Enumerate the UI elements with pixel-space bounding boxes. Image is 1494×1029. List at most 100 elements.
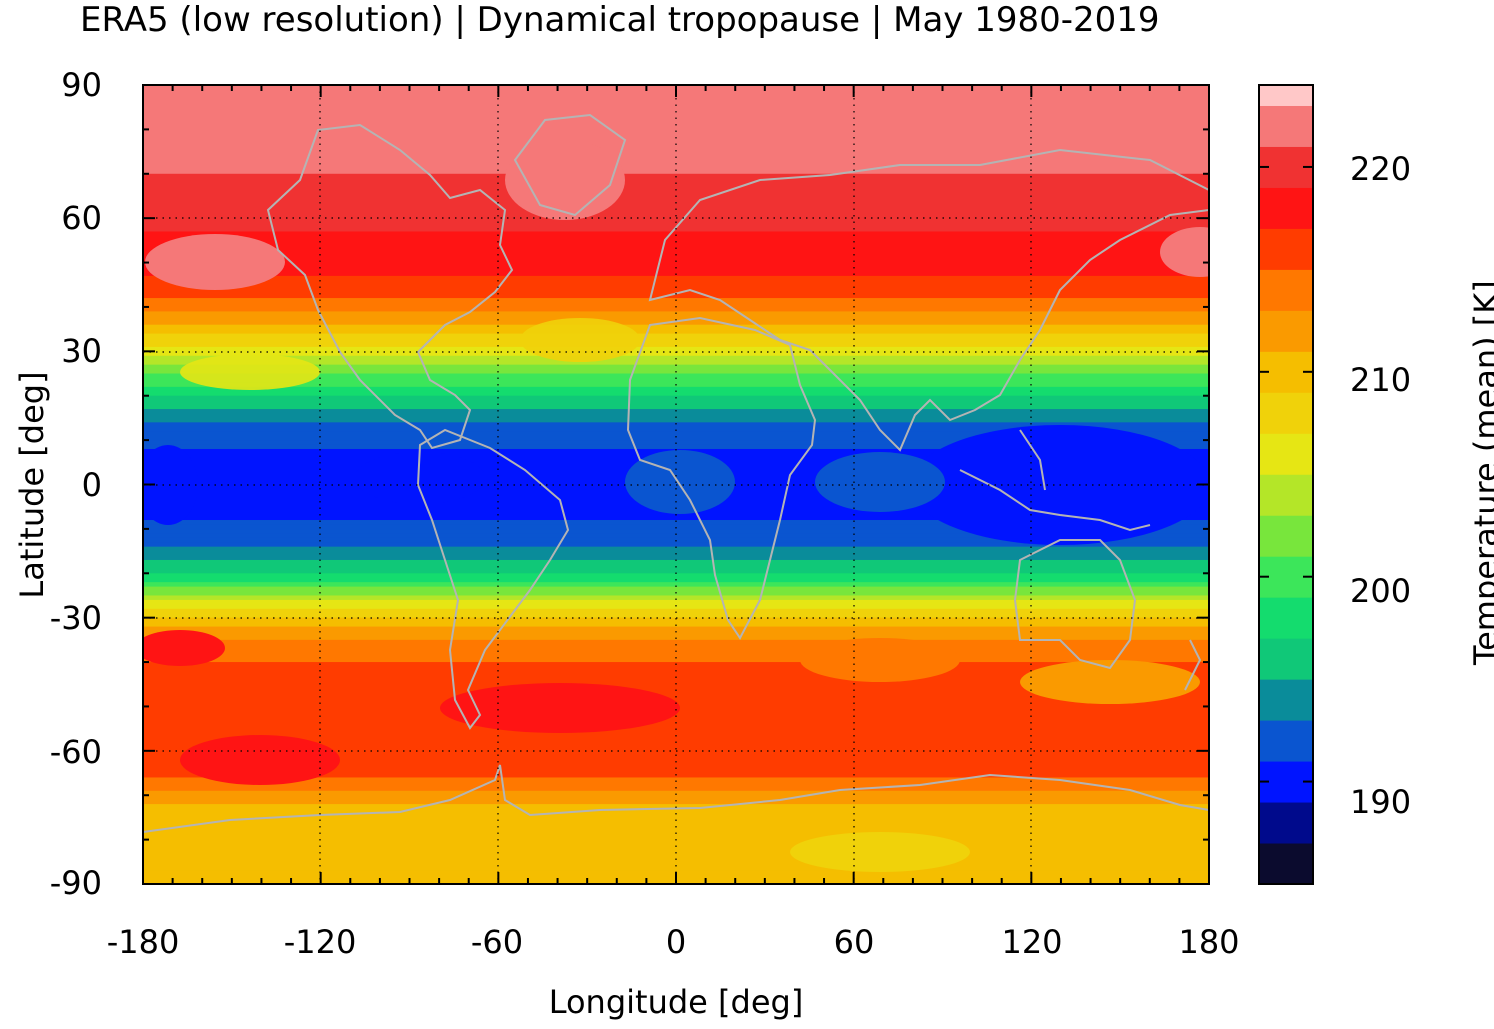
temperature-band bbox=[143, 515, 1209, 521]
temperature-band bbox=[143, 333, 1209, 339]
temperature-band bbox=[143, 306, 1209, 312]
coastline-australia bbox=[1013, 539, 1137, 670]
y-tick-label: 0 bbox=[81, 466, 102, 504]
colorbar-swatch bbox=[1259, 515, 1313, 557]
temperature-band bbox=[143, 559, 1209, 565]
temperature-band bbox=[143, 604, 1209, 610]
temperature-band bbox=[143, 413, 1209, 419]
anomaly-s-atlantic-red bbox=[440, 683, 680, 733]
colorbar-swatch bbox=[1259, 474, 1313, 516]
temperature-band bbox=[143, 591, 1209, 597]
temperature-band bbox=[143, 147, 1209, 153]
grid-lines bbox=[143, 85, 1209, 884]
coastline-antarctica bbox=[143, 764, 1209, 833]
temperature-band bbox=[143, 222, 1209, 228]
x-tick-label: 120 bbox=[1001, 923, 1063, 961]
colorbar-swatch bbox=[1259, 597, 1313, 639]
temperature-band bbox=[143, 400, 1209, 406]
coastline-africa bbox=[626, 316, 817, 640]
anomaly-india-dark bbox=[815, 452, 945, 512]
temperature-band bbox=[143, 266, 1209, 273]
temperature-band bbox=[143, 444, 1209, 450]
x-tick-label: -60 bbox=[470, 923, 524, 961]
anomaly-s-indian-orange bbox=[800, 638, 960, 682]
temperature-band bbox=[143, 346, 1209, 352]
temperature-band bbox=[143, 169, 1209, 175]
temperature-band bbox=[143, 182, 1209, 188]
temperature-band bbox=[143, 431, 1209, 437]
coastline-europe-asia bbox=[648, 148, 1209, 452]
temperature-band bbox=[143, 151, 1209, 157]
temperature-band bbox=[143, 773, 1209, 779]
temperature-band bbox=[143, 679, 1209, 685]
temperature-band bbox=[143, 852, 1209, 858]
temperature-band bbox=[143, 737, 1209, 743]
temperature-band bbox=[143, 195, 1209, 202]
colorbar-swatch bbox=[1259, 310, 1313, 352]
temperature-band bbox=[143, 644, 1209, 650]
colorbar-swatch bbox=[1259, 720, 1313, 762]
temperature-band bbox=[143, 164, 1209, 170]
anomaly-pacific-yellow bbox=[180, 354, 320, 390]
temperature-band bbox=[143, 657, 1209, 663]
colorbar-swatch bbox=[1259, 269, 1313, 311]
temperature-band bbox=[143, 178, 1209, 184]
temperature-band bbox=[143, 338, 1209, 344]
anomaly-antarctic-yellow bbox=[790, 832, 970, 872]
temperature-band bbox=[143, 799, 1209, 805]
temperature-band bbox=[143, 697, 1209, 703]
temperature-band bbox=[143, 812, 1209, 819]
temperature-band bbox=[143, 617, 1209, 623]
chart-title: ERA5 (low resolution) | Dynamical tropop… bbox=[80, 0, 1160, 40]
temperature-band bbox=[143, 684, 1209, 690]
colorbar-tick-label: 210 bbox=[1350, 361, 1412, 399]
temperature-band bbox=[143, 724, 1209, 730]
temperature-band bbox=[143, 244, 1209, 250]
coastlines bbox=[143, 113, 1209, 833]
temperature-band bbox=[143, 320, 1209, 326]
coastline-north-america bbox=[266, 123, 514, 450]
colorbar-swatch bbox=[1259, 187, 1313, 229]
temperature-band bbox=[143, 426, 1209, 432]
temperature-band bbox=[143, 693, 1209, 699]
coastline-indonesia bbox=[959, 429, 1151, 532]
temperature-band bbox=[143, 715, 1209, 721]
colorbar-swatch bbox=[1259, 105, 1313, 147]
y-tick-label: -30 bbox=[49, 599, 102, 637]
temperature-band bbox=[143, 795, 1209, 801]
temperature-band bbox=[143, 728, 1209, 734]
temperature-band bbox=[143, 639, 1209, 645]
coastline-greenland bbox=[513, 113, 627, 217]
colorbar-swatch bbox=[1259, 228, 1313, 270]
colorbar-swatch bbox=[1259, 638, 1313, 680]
anomaly-s-ocean-red bbox=[180, 735, 340, 785]
temperature-band bbox=[143, 373, 1209, 379]
temperature-band bbox=[143, 808, 1209, 814]
anomaly-atlantic-yellow bbox=[520, 318, 640, 362]
colorbar-frame bbox=[1258, 84, 1314, 885]
temperature-band bbox=[143, 289, 1209, 295]
x-axis-label: Longitude [deg] bbox=[548, 983, 804, 1021]
temperature-band bbox=[143, 351, 1209, 357]
temperature-band bbox=[143, 138, 1209, 144]
temperature-band bbox=[143, 142, 1209, 148]
colorbar-swatch bbox=[1259, 802, 1313, 844]
colorbar-tick-label: 190 bbox=[1350, 783, 1412, 821]
y-tick-label: -90 bbox=[49, 864, 102, 902]
x-tick-label: 60 bbox=[833, 923, 875, 961]
colorbar-swatch bbox=[1259, 392, 1313, 434]
temperature-band bbox=[143, 280, 1209, 286]
temperature-band bbox=[143, 528, 1209, 534]
temperature-band bbox=[143, 835, 1209, 841]
temperature-band bbox=[143, 653, 1209, 659]
temperature-band bbox=[143, 839, 1209, 845]
temperature-band bbox=[143, 275, 1209, 281]
colorbar bbox=[1259, 85, 1313, 885]
temperature-band bbox=[143, 573, 1209, 579]
temperature-band bbox=[143, 524, 1209, 530]
temperature-band bbox=[143, 133, 1209, 139]
temperature-band bbox=[143, 555, 1209, 561]
anomaly-amazon-cold bbox=[355, 452, 485, 504]
y-tick-label: -60 bbox=[49, 733, 102, 771]
